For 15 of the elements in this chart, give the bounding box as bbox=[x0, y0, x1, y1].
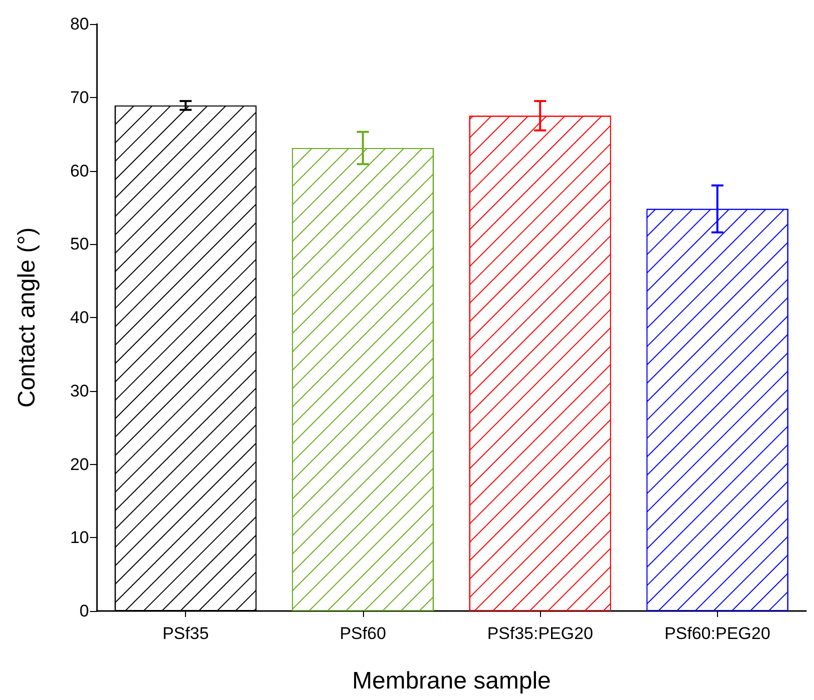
x-tick-label: PSf60:PEG20 bbox=[664, 624, 770, 643]
y-axis-title: Contact angle (°) bbox=[14, 227, 40, 408]
y-tick-label: 10 bbox=[70, 528, 89, 548]
y-tick-label: 60 bbox=[70, 161, 89, 180]
y-tick-label: 20 bbox=[70, 454, 89, 474]
x-tick-label: PSf35:PEG20 bbox=[487, 624, 594, 643]
y-tick-label: 50 bbox=[70, 234, 89, 254]
y-tick-label: 0 bbox=[80, 602, 89, 620]
y-tick-label: 30 bbox=[70, 381, 89, 400]
y-tick-label: 80 bbox=[70, 14, 89, 34]
y-tick-label: 40 bbox=[70, 308, 89, 327]
y-tick-label: 70 bbox=[70, 88, 89, 107]
x-tick-label: PSf60 bbox=[340, 624, 386, 643]
x-tick-label: PSf35 bbox=[162, 624, 209, 643]
x-axis-title: Membrane sample bbox=[352, 668, 551, 694]
